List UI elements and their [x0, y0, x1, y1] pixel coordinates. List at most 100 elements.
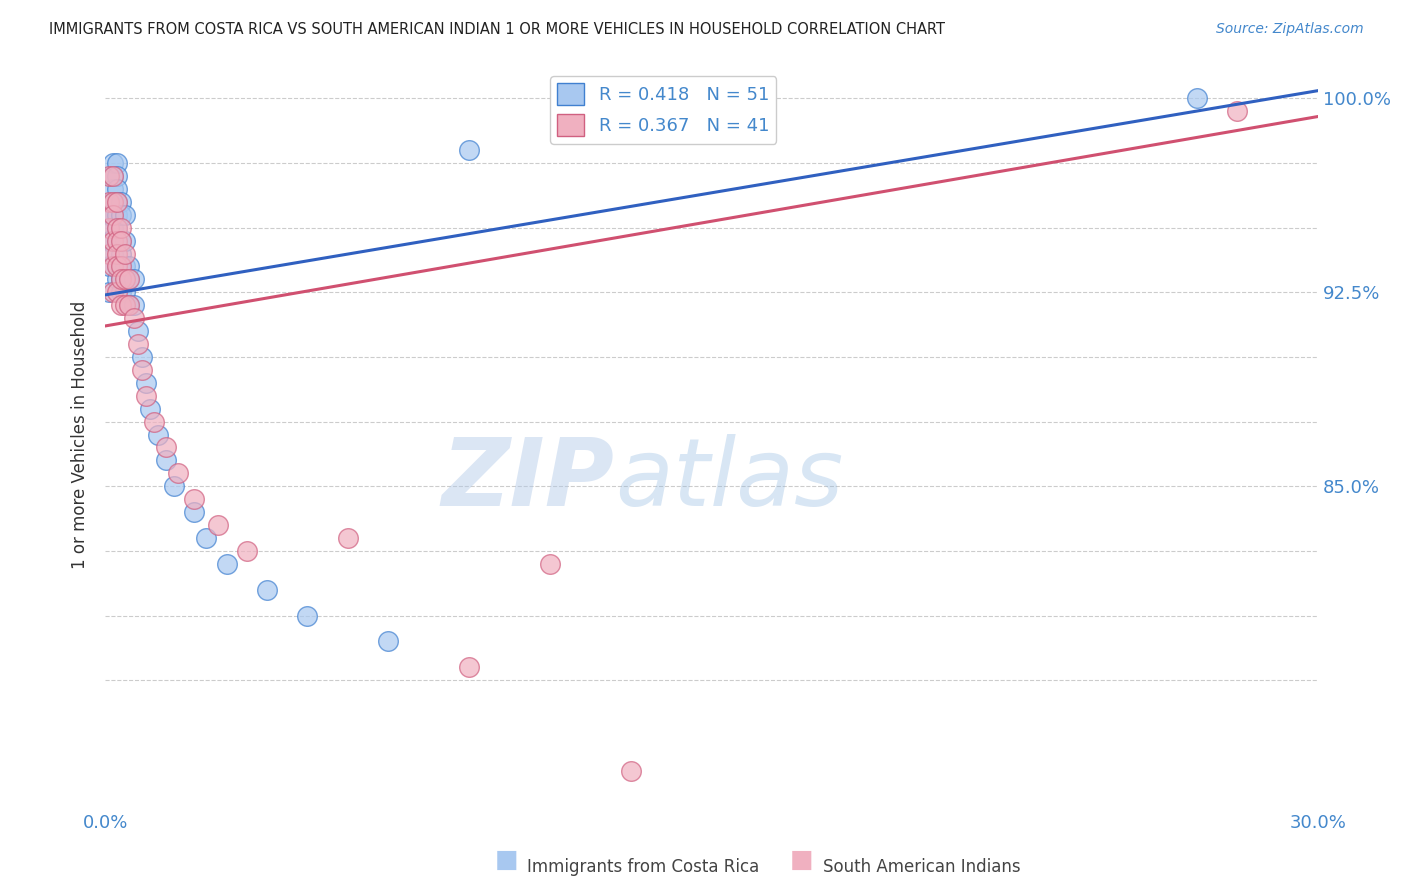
Point — [105, 208, 128, 222]
Point — [110, 194, 132, 209]
Point — [105, 234, 128, 248]
Point — [377, 634, 399, 648]
Point — [207, 518, 229, 533]
Point — [135, 376, 157, 390]
Point — [114, 246, 136, 260]
Point — [215, 557, 238, 571]
Text: IMMIGRANTS FROM COSTA RICA VS SOUTH AMERICAN INDIAN 1 OR MORE VEHICLES IN HOUSEH: IMMIGRANTS FROM COSTA RICA VS SOUTH AMER… — [49, 22, 945, 37]
Point — [98, 208, 121, 222]
Point — [105, 194, 128, 209]
Point — [103, 260, 125, 274]
Point — [103, 194, 125, 209]
Point — [114, 208, 136, 222]
Point — [163, 479, 186, 493]
Point — [458, 143, 481, 157]
Point — [98, 194, 121, 209]
Point — [142, 415, 165, 429]
Point — [103, 169, 125, 183]
Point — [135, 389, 157, 403]
Text: ■: ■ — [495, 848, 517, 872]
Point — [110, 220, 132, 235]
Point — [110, 234, 132, 248]
Point — [105, 260, 128, 274]
Point — [103, 169, 125, 183]
Point — [103, 246, 125, 260]
Point — [146, 427, 169, 442]
Text: Immigrants from Costa Rica: Immigrants from Costa Rica — [527, 858, 759, 876]
Point — [183, 492, 205, 507]
Point — [105, 272, 128, 286]
Point — [103, 234, 125, 248]
Point — [110, 246, 132, 260]
Point — [110, 260, 132, 274]
Point — [105, 156, 128, 170]
Point — [110, 272, 132, 286]
Point — [103, 182, 125, 196]
Point — [118, 260, 141, 274]
Point — [98, 234, 121, 248]
Point — [105, 220, 128, 235]
Point — [110, 298, 132, 312]
Point — [127, 324, 149, 338]
Y-axis label: 1 or more Vehicles in Household: 1 or more Vehicles in Household — [72, 301, 89, 569]
Point — [103, 194, 125, 209]
Text: ZIP: ZIP — [441, 434, 614, 525]
Point — [538, 557, 561, 571]
Point — [103, 208, 125, 222]
Point — [131, 363, 153, 377]
Point — [131, 350, 153, 364]
Point — [118, 272, 141, 286]
Point — [1226, 104, 1249, 119]
Point — [110, 260, 132, 274]
Text: ■: ■ — [790, 848, 813, 872]
Point — [110, 234, 132, 248]
Point — [105, 260, 128, 274]
Point — [110, 285, 132, 300]
Point — [235, 544, 257, 558]
Point — [105, 194, 128, 209]
Point — [127, 337, 149, 351]
Point — [105, 182, 128, 196]
Text: atlas: atlas — [614, 434, 842, 525]
Point — [114, 260, 136, 274]
Point — [138, 401, 160, 416]
Point — [98, 220, 121, 235]
Point — [98, 169, 121, 183]
Point — [256, 582, 278, 597]
Legend: R = 0.418   N = 51, R = 0.367   N = 41: R = 0.418 N = 51, R = 0.367 N = 41 — [550, 76, 776, 144]
Point — [155, 453, 177, 467]
Point — [110, 272, 132, 286]
Point — [98, 260, 121, 274]
Point — [105, 246, 128, 260]
Point — [183, 505, 205, 519]
Point — [110, 208, 132, 222]
Point — [118, 272, 141, 286]
Point — [1185, 91, 1208, 105]
Point — [114, 285, 136, 300]
Text: Source: ZipAtlas.com: Source: ZipAtlas.com — [1216, 22, 1364, 37]
Text: South American Indians: South American Indians — [823, 858, 1021, 876]
Point — [122, 272, 145, 286]
Point — [105, 234, 128, 248]
Point — [297, 608, 319, 623]
Point — [122, 311, 145, 326]
Point — [114, 298, 136, 312]
Point — [98, 285, 121, 300]
Point — [620, 764, 643, 778]
Point — [103, 220, 125, 235]
Point — [103, 285, 125, 300]
Point — [114, 272, 136, 286]
Point — [105, 220, 128, 235]
Point — [105, 169, 128, 183]
Point — [155, 441, 177, 455]
Point — [103, 208, 125, 222]
Point — [105, 285, 128, 300]
Point — [98, 246, 121, 260]
Point — [103, 156, 125, 170]
Point — [336, 531, 359, 545]
Point — [118, 298, 141, 312]
Point — [195, 531, 218, 545]
Point — [458, 660, 481, 674]
Point — [118, 298, 141, 312]
Point — [114, 234, 136, 248]
